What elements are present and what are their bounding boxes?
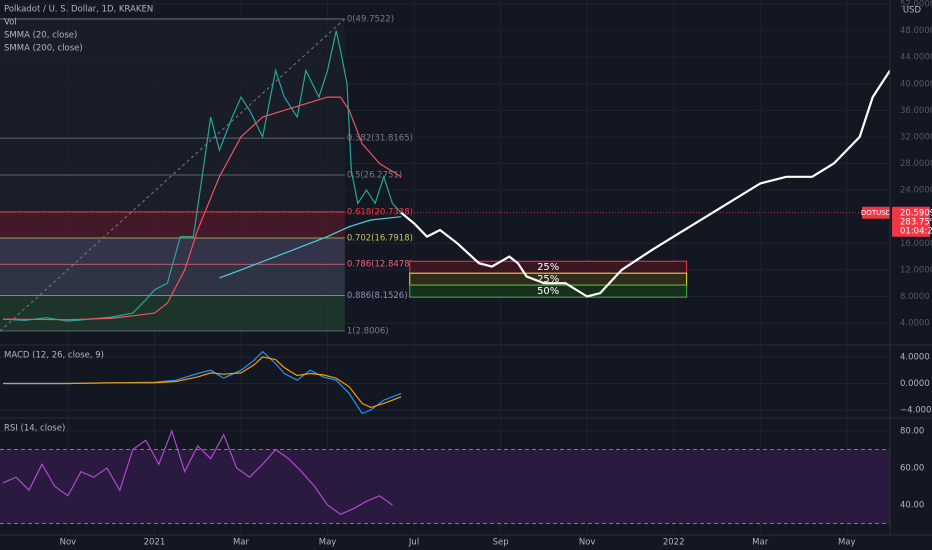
rsi-band	[0, 449, 890, 524]
fib-label: 1(2.8006)	[347, 327, 389, 337]
chart-title: Polkadot / U. S. Dollar, 1D, KRAKEN	[4, 5, 153, 15]
x-tick-label: Mar	[752, 538, 769, 548]
fib-band	[0, 295, 345, 332]
y-tick-label: 80.00	[900, 426, 924, 436]
last-price-symbol: DOTUSD	[861, 209, 891, 217]
x-tick-label: 2021	[144, 538, 166, 548]
panel-title: MACD (12, 26, close, 9)	[4, 351, 104, 361]
box-label: 25%	[537, 262, 559, 273]
fib-band	[0, 174, 345, 212]
series-line	[2, 96, 402, 321]
fib-band	[0, 264, 345, 296]
countdown: 01:04:23	[900, 226, 932, 236]
fib-band	[0, 18, 345, 139]
y-tick-label: 0.0000	[900, 379, 930, 389]
fib-label: 0(49.7522)	[347, 14, 394, 24]
target-box	[409, 284, 688, 298]
fib-band	[0, 238, 345, 265]
axis-strip	[890, 0, 932, 550]
fib-label: 0.5(26.2751)	[347, 170, 402, 180]
y-tick-label: 60.00	[900, 463, 924, 473]
panel-title: RSI (14, close)	[4, 424, 65, 434]
x-tick-label: May	[838, 538, 856, 548]
fib-label: 0.886(8.1526)	[347, 291, 408, 301]
box-label: 50%	[537, 286, 559, 297]
y-tick-label: −4.0000	[900, 406, 932, 416]
series-line	[2, 429, 393, 515]
x-tick-label: Jul	[408, 538, 419, 548]
series-line	[3, 356, 402, 409]
fib-label: 0.618(20.7338)	[347, 207, 413, 217]
fib-label: 0.382(31.8165)	[347, 134, 413, 144]
fib-label: 0.702(16.7918)	[347, 234, 413, 244]
x-tick-label: Sep	[493, 538, 509, 548]
x-tick-label: May	[319, 538, 337, 548]
fib-label: 0.786(12.8478)	[347, 260, 413, 270]
fib-band	[0, 211, 345, 239]
last-price-box	[892, 206, 930, 237]
y-unit: USD	[903, 6, 922, 16]
last-price-value: 20.5909	[900, 208, 932, 218]
last-price-tag	[862, 206, 890, 219]
y-tick-label: 4.0000	[900, 352, 930, 362]
x-tick-label: 2022	[663, 538, 685, 548]
series-line	[2, 30, 402, 322]
x-tick-label: Nov	[60, 538, 77, 548]
series-line	[219, 216, 402, 279]
series-line	[3, 350, 402, 415]
box-label: 25%	[537, 274, 559, 285]
last-price-change: 283.75%	[900, 217, 932, 227]
x-tick-label: Nov	[579, 538, 596, 548]
legend-volume: Vol	[4, 18, 17, 28]
x-tick-label: Mar	[233, 538, 250, 548]
fib-band	[0, 138, 345, 175]
series-line	[400, 69, 891, 298]
y-tick-label: 40.00	[900, 501, 924, 511]
legend-entry: SMMA (20, close)	[4, 31, 77, 41]
legend-entry: SMMA (200, close)	[4, 44, 83, 54]
